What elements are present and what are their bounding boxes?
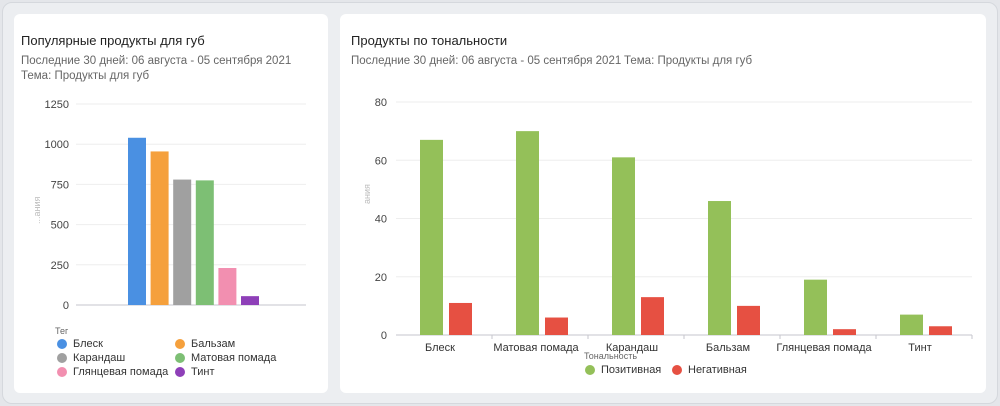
legend-title: Тег — [55, 326, 69, 336]
y-tick-label: 60 — [375, 155, 387, 167]
legend-dot-icon — [57, 339, 67, 349]
bar[interactable] — [900, 314, 923, 335]
bar[interactable] — [150, 151, 169, 305]
bar[interactable] — [708, 201, 731, 335]
bar[interactable] — [218, 268, 237, 305]
legend-dot-icon — [57, 353, 67, 363]
period-text: Последние 30 дней: 06 августа - 05 сентя… — [351, 55, 622, 67]
legend-item[interactable]: Матовая помада — [175, 352, 276, 364]
bar[interactable] — [128, 137, 146, 305]
bar[interactable] — [545, 317, 568, 335]
bar[interactable] — [929, 326, 952, 335]
legend-label: Позитивная — [601, 364, 662, 376]
legend-label: Негативная — [688, 364, 747, 376]
tonality-products-card: Продукты по тональности Последние 30 дне… — [340, 14, 986, 393]
x-tick-label: Карандаш — [606, 342, 658, 354]
x-tick-label: Матовая помада — [493, 342, 579, 354]
legend-label: Тинт — [191, 366, 215, 378]
topic-text: Тема: Продукты для губ — [21, 70, 150, 82]
bar[interactable] — [449, 302, 472, 335]
bar[interactable] — [737, 305, 760, 335]
y-tick-label: 20 — [375, 272, 387, 284]
legend-title: Тональность — [584, 351, 638, 361]
y-tick-label: 250 — [51, 260, 69, 272]
y-tick-label: 1000 — [45, 139, 69, 151]
legend-label: Бальзам — [191, 338, 236, 350]
legend-dot-icon — [57, 367, 67, 377]
popular-lip-products-card: Популярные продукты для губ Последние 30… — [14, 14, 328, 393]
legend-item[interactable]: Тинт — [175, 366, 215, 378]
x-tick-label: Блеск — [425, 342, 455, 354]
legend-label: Глянцевая помада — [73, 366, 169, 378]
period-text: Последние 30 дней: 06 августа - 05 сентя… — [21, 55, 292, 67]
bar-chart-tonality: 0 20 40 60 80 Блеск Матовая помада Карандаш Баль… — [375, 97, 973, 354]
bar[interactable] — [804, 279, 827, 335]
legend-item[interactable]: Глянцевая помада — [57, 366, 168, 378]
topic-text: Тема: Продукты для губ — [624, 55, 753, 67]
y-tick-label: 500 — [51, 220, 69, 232]
legend-label: Карандаш — [73, 352, 126, 364]
legend-dot-icon — [175, 339, 185, 349]
bar[interactable] — [612, 157, 635, 335]
y-tick-label: 80 — [375, 97, 387, 109]
y-tick-label: 0 — [381, 330, 387, 342]
bar[interactable] — [241, 296, 259, 305]
bar-chart-popular: 0 250 500 750 1000 1250 — [45, 99, 306, 312]
y-tick-label: 750 — [51, 179, 69, 191]
legend-dot-icon — [585, 365, 595, 375]
bar[interactable] — [833, 329, 856, 335]
legend-item[interactable]: Негативная — [672, 364, 747, 376]
x-tick-label: Глянцевая помада — [776, 342, 872, 354]
legend-dot-icon — [175, 367, 185, 377]
bar[interactable] — [516, 131, 539, 335]
bar[interactable] — [195, 180, 214, 305]
x-tick-label: Бальзам — [706, 342, 750, 354]
card-title: Продукты по тональности — [351, 33, 508, 48]
legend-item[interactable]: Бальзам — [175, 338, 235, 350]
legend-item[interactable]: Позитивная — [585, 364, 661, 376]
legend-item[interactable]: Карандаш — [57, 352, 125, 364]
y-tick-label: 0 — [63, 300, 69, 312]
x-tick-label: Тинт — [908, 342, 932, 354]
legend-dot-icon — [175, 353, 185, 363]
bar[interactable] — [420, 139, 443, 335]
y-tick-label: 40 — [375, 214, 387, 226]
legend-item[interactable]: Блеск — [57, 338, 103, 350]
bar[interactable] — [173, 179, 192, 305]
legend-label: Блеск — [73, 338, 103, 350]
card-title: Популярные продукты для губ — [21, 33, 205, 48]
legend-dot-icon — [672, 365, 682, 375]
bar[interactable] — [641, 297, 664, 335]
legend-label: Матовая помада — [191, 352, 277, 364]
y-tick-label: 1250 — [45, 99, 69, 111]
